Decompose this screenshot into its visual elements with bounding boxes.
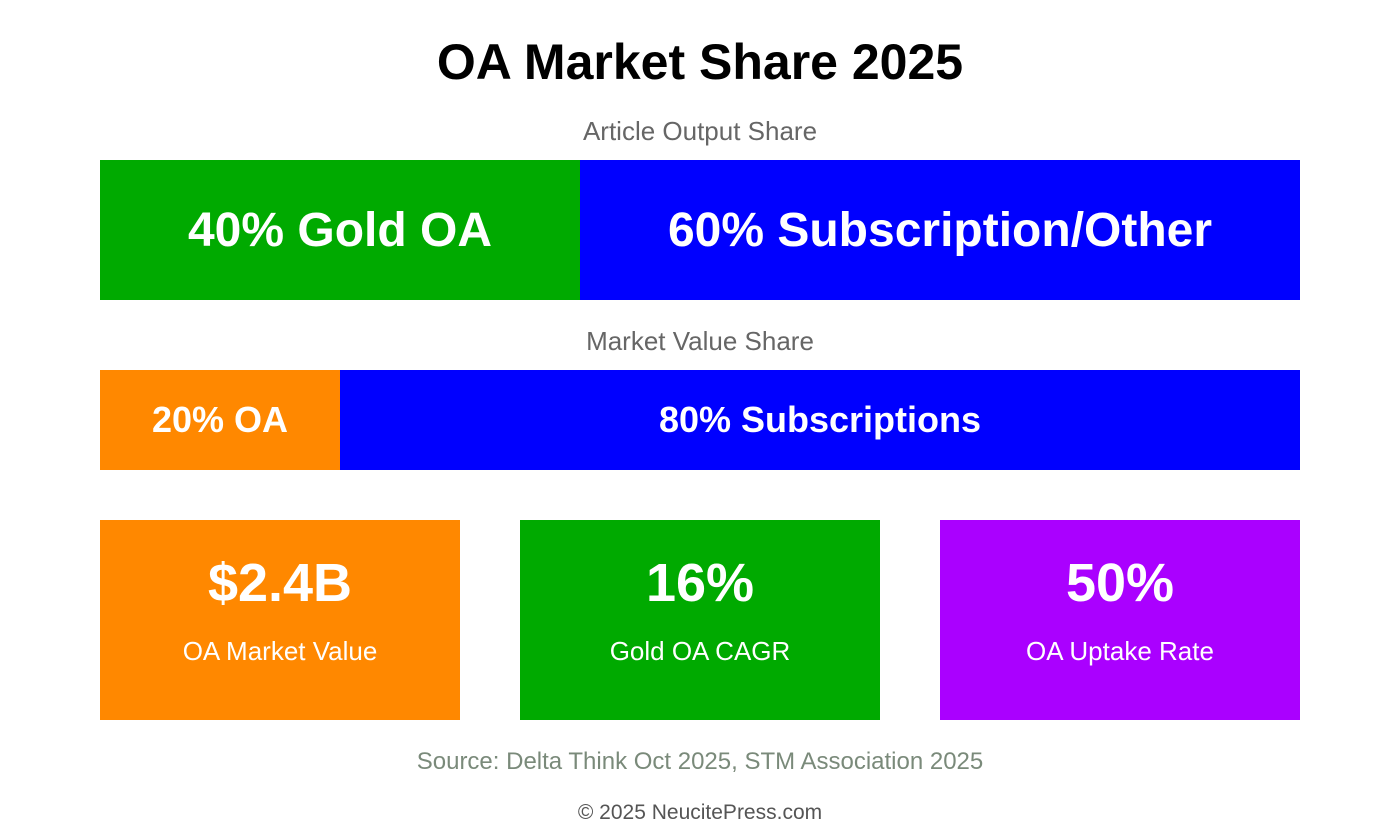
bar-segment: 80% Subscriptions	[340, 370, 1300, 470]
copyright: © 2025 NeucitePress.com	[577, 801, 823, 824]
stat-value: 16%	[645, 553, 755, 613]
bar-segment: 60% Subscription/Other	[580, 160, 1300, 300]
bar-title: Market Value Share	[586, 325, 814, 356]
bar-segment: 20% OA	[100, 370, 340, 470]
bar-title: Article Output Share	[582, 115, 818, 146]
stat-card: 50% OA Uptake Rate	[940, 520, 1300, 720]
title: OA Market Share 2025	[436, 34, 964, 90]
bar-segment: 40% Gold OA	[100, 160, 580, 300]
source: Source: Delta Think Oct 2025, STM Associ…	[416, 748, 984, 775]
stat-value: 50%	[1065, 553, 1175, 613]
stat-label: OA Uptake Rate	[1026, 636, 1214, 666]
stat-label: Gold OA CAGR	[609, 636, 791, 666]
stat-value: $2.4B	[207, 553, 353, 613]
stat-card: $2.4B OA Market Value	[100, 520, 460, 720]
stat-label: OA Market Value	[182, 636, 378, 666]
stat-card: 16% Gold OA CAGR	[520, 520, 880, 720]
